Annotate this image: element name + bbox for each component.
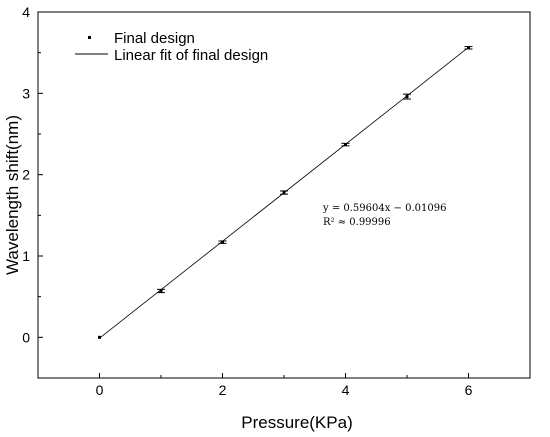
point-marker-1 bbox=[159, 289, 163, 293]
data-points-group bbox=[98, 46, 473, 339]
legend-marker-final-design bbox=[88, 36, 91, 39]
data-point-5 bbox=[403, 93, 411, 100]
fit-equation: y = 0.59604x − 0.01096 bbox=[322, 203, 446, 214]
data-point-2 bbox=[218, 240, 227, 244]
y-tick-label-4: 4 bbox=[22, 4, 30, 20]
axis-ticks: 0 2 4 6 0 1 2 3 4 bbox=[22, 4, 531, 398]
point-marker-3 bbox=[282, 191, 286, 195]
point-marker-0 bbox=[98, 335, 101, 339]
y-tick-label-0: 0 bbox=[22, 329, 30, 345]
data-point-3 bbox=[280, 190, 288, 195]
point-marker-6 bbox=[467, 46, 470, 50]
point-marker-4 bbox=[344, 143, 347, 147]
x-tick-label-3: 6 bbox=[465, 382, 473, 398]
data-point-1 bbox=[157, 288, 165, 294]
y-axis-title: Wavelength shift(nm) bbox=[3, 115, 22, 275]
legend-label-linear-fit: Linear fit of final design bbox=[114, 47, 268, 64]
y-tick-label-1: 1 bbox=[22, 248, 30, 264]
x-axis-title: Pressure(KPa) bbox=[241, 413, 352, 432]
x-tick-label-0: 0 bbox=[96, 382, 104, 398]
point-marker-5 bbox=[405, 95, 409, 99]
data-point-0 bbox=[98, 335, 101, 339]
legend-label-final-design: Final design bbox=[114, 30, 195, 47]
x-tick-label-1: 2 bbox=[219, 382, 227, 398]
y-tick-label-3: 3 bbox=[22, 85, 30, 101]
point-marker-2 bbox=[221, 240, 224, 244]
x-tick-label-2: 4 bbox=[342, 382, 350, 398]
legend: Final design Linear fit of final design bbox=[75, 30, 268, 64]
plot-frame bbox=[37, 11, 531, 379]
data-point-6 bbox=[464, 46, 473, 50]
fit-r-squared: R² ≈ 0.99996 bbox=[323, 217, 391, 228]
data-point-4 bbox=[341, 142, 350, 147]
y-tick-label-2: 2 bbox=[22, 167, 30, 183]
